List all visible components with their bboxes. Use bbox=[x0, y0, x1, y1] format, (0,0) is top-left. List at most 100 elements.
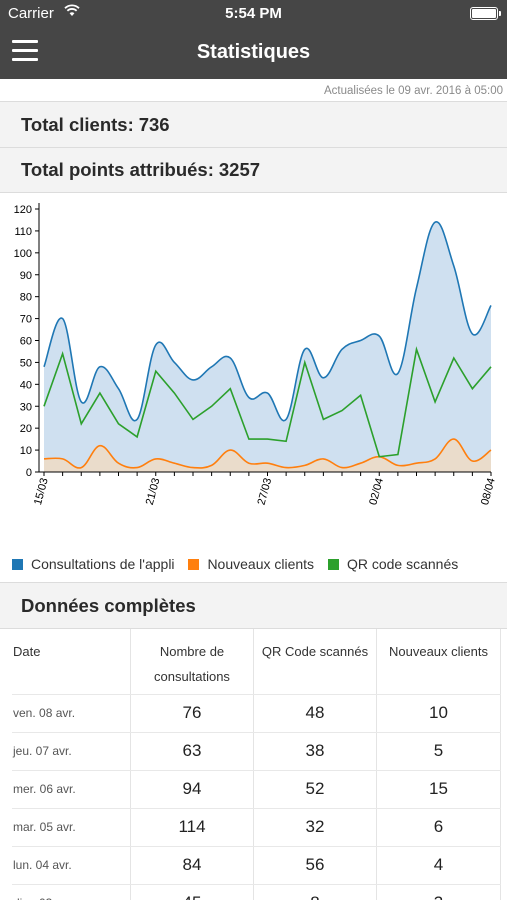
cell-qr-code: 52 bbox=[305, 779, 325, 798]
chart-legend: Consultations de l'appli Nouveaux client… bbox=[12, 556, 468, 572]
cell-consultations: 94 bbox=[182, 779, 202, 798]
column-divider bbox=[253, 629, 254, 900]
y-tick-label: 20 bbox=[20, 423, 32, 435]
y-tick-label: 30 bbox=[20, 401, 32, 413]
row-divider bbox=[12, 884, 501, 885]
divider bbox=[0, 628, 507, 629]
cell-nouveaux-clients: 15 bbox=[429, 779, 448, 798]
cell-consultations: 114 bbox=[178, 817, 206, 836]
y-tick-label: 50 bbox=[20, 357, 32, 369]
total-points-value: 3257 bbox=[218, 159, 261, 180]
row-divider bbox=[12, 732, 501, 733]
series-line-consultations bbox=[43, 221, 492, 422]
cell-qr-code: 32 bbox=[305, 817, 325, 836]
section-title: Données complètes bbox=[21, 595, 196, 616]
cell-date: jeu. 07 avr. bbox=[13, 744, 72, 758]
header-consultations: Nombre de consultations bbox=[154, 644, 230, 684]
data-table: Date Nombre de consultations QR Code sca… bbox=[0, 629, 507, 900]
row-divider bbox=[12, 770, 501, 771]
divider bbox=[0, 101, 507, 102]
column-divider bbox=[376, 629, 377, 900]
x-tick-label: 02/04 bbox=[367, 477, 386, 507]
header-date: Date bbox=[13, 644, 41, 659]
cell-nouveaux-clients: 4 bbox=[433, 855, 444, 874]
cell-nouveaux-clients: 6 bbox=[433, 817, 444, 836]
divider bbox=[0, 582, 507, 583]
legend-swatch bbox=[12, 559, 23, 570]
table-row: dim. 03 avr. 4583 bbox=[0, 884, 507, 900]
table-row: ven. 08 avr. 76 48 10 bbox=[0, 694, 507, 732]
y-tick-label: 100 bbox=[14, 248, 32, 260]
y-tick-label: 110 bbox=[14, 226, 32, 238]
header-qr-code: QR Code scannés bbox=[261, 644, 369, 659]
legend-swatch bbox=[188, 559, 200, 570]
cell-qr-code: 8 bbox=[254, 893, 376, 900]
cell-date: mer. 06 avr. bbox=[13, 782, 76, 796]
cell-qr-code: 48 bbox=[305, 703, 325, 722]
total-clients-value: 736 bbox=[138, 114, 170, 135]
battery-icon bbox=[470, 7, 501, 20]
y-tick-label: 70 bbox=[20, 314, 32, 326]
cell-date: ven. 08 avr. bbox=[13, 706, 76, 720]
table-row: mar. 05 avr. 114 32 6 bbox=[0, 808, 507, 846]
cell-consultations: 45 bbox=[131, 893, 253, 900]
last-updated-text: Actualisées le 09 avr. 2016 à 05:00 bbox=[323, 85, 503, 97]
cell-nouveaux-clients: 10 bbox=[429, 703, 448, 722]
cell-consultations: 84 bbox=[182, 855, 202, 874]
wifi-icon bbox=[64, 4, 80, 21]
series-line-qr-code bbox=[43, 346, 492, 458]
x-tick-label: 27/03 bbox=[256, 477, 275, 507]
legend-label: Nouveaux clients bbox=[207, 556, 315, 572]
cell-consultations: 76 bbox=[182, 703, 202, 722]
page-title: Statistiques bbox=[196, 41, 311, 63]
section-header: Données complètes bbox=[0, 583, 507, 628]
y-tick-label: 10 bbox=[20, 445, 32, 457]
cell-qr-code: 38 bbox=[305, 741, 325, 760]
hamburger-menu-icon[interactable] bbox=[12, 40, 38, 62]
status-bar: Carrier 5:54 PM bbox=[0, 0, 507, 28]
y-tick-label: 40 bbox=[20, 379, 32, 391]
series-line-nouveaux-clients bbox=[43, 438, 492, 469]
cell-nouveaux-clients: 3 bbox=[377, 893, 500, 900]
total-clients-row: Total clients: 736 bbox=[0, 102, 507, 147]
y-tick-label: 80 bbox=[20, 292, 32, 304]
table-row: mer. 06 avr. 94 52 15 bbox=[0, 770, 507, 808]
x-tick-label: 08/04 bbox=[479, 477, 498, 507]
y-tick-label: 0 bbox=[26, 467, 32, 479]
divider bbox=[0, 147, 507, 148]
row-divider bbox=[12, 694, 501, 695]
header-nouveaux-clients: Nouveaux clients bbox=[389, 644, 488, 659]
legend-swatch bbox=[327, 559, 339, 570]
y-tick-label: 60 bbox=[20, 336, 32, 348]
y-tick-label: 90 bbox=[20, 270, 32, 282]
y-tick-label: 120 bbox=[14, 204, 32, 216]
cell-nouveaux-clients: 5 bbox=[433, 741, 444, 760]
area-nouveaux-clients bbox=[44, 439, 491, 472]
legend-item-nouveaux-clients[interactable]: Nouveaux clients bbox=[188, 556, 314, 572]
divider bbox=[0, 192, 507, 193]
cell-date: lun. 04 avr. bbox=[13, 858, 72, 872]
row-divider bbox=[12, 846, 501, 847]
table-row: lun. 04 avr. 84 56 4 bbox=[0, 846, 507, 884]
navigation-bar: Carrier 5:54 PM Statistiques bbox=[0, 0, 507, 79]
column-divider bbox=[130, 629, 131, 900]
cell-date: mar. 05 avr. bbox=[13, 820, 76, 834]
carrier-label: Carrier bbox=[8, 5, 54, 22]
column-divider bbox=[500, 629, 501, 900]
cell-date: dim. 03 avr. bbox=[13, 896, 75, 900]
area-consultations bbox=[44, 221, 491, 472]
x-tick-label: 21/03 bbox=[144, 477, 163, 507]
legend-item-consultations[interactable]: Consultations de l'appli bbox=[12, 556, 175, 572]
chart-svg: 0 10 20 30 40 50 60 70 80 90 100 110 120 15/03 21/03 27… bbox=[14, 203, 498, 507]
legend-label: Consultations de l'appli bbox=[31, 556, 175, 572]
clock: 5:54 PM bbox=[225, 5, 282, 22]
cell-consultations: 63 bbox=[182, 741, 202, 760]
total-clients-label: Total clients: bbox=[21, 114, 134, 135]
statistics-chart: 0 10 20 30 40 50 60 70 80 90 100 110 120 15/03 21/03 27… bbox=[0, 192, 507, 522]
legend-label: QR code scannés bbox=[346, 556, 459, 572]
x-tick-label: 15/03 bbox=[32, 477, 51, 507]
total-points-row: Total points attribués: 3257 bbox=[0, 148, 507, 192]
table-row: jeu. 07 avr. 63 38 5 bbox=[0, 732, 507, 770]
legend-item-qr-code[interactable]: QR code scannés bbox=[327, 556, 459, 572]
row-divider bbox=[12, 808, 501, 809]
